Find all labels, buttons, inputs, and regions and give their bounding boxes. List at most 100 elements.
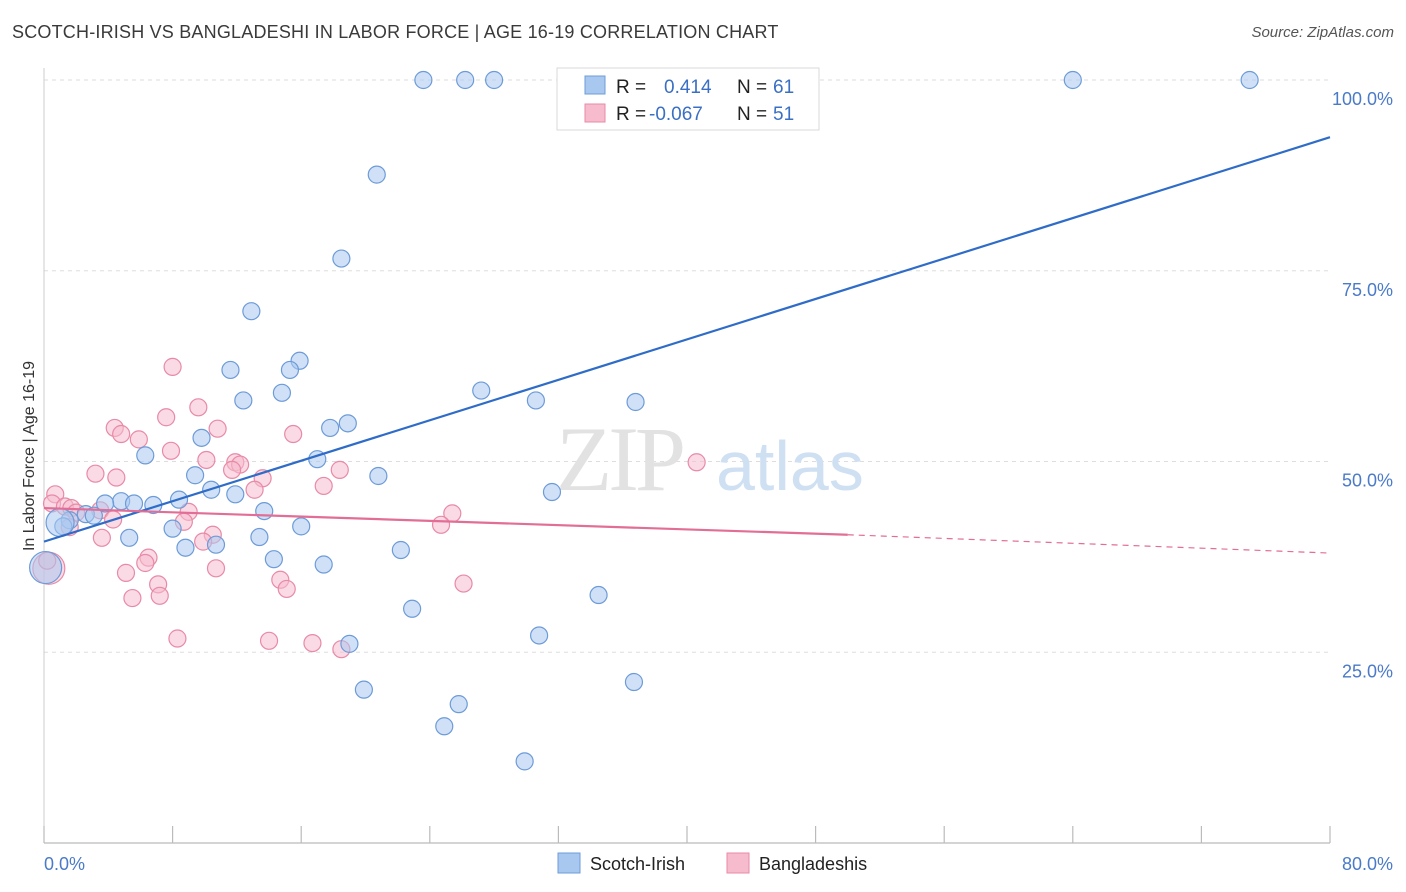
scotch-irish-point: [163, 519, 182, 538]
scotch-irish-point: [367, 165, 386, 184]
legend-r-label-1: R =: [616, 77, 646, 98]
scotch-irish-point: [280, 360, 300, 380]
scotch-irish-point: [391, 540, 410, 560]
bottom-legend-bangladeshi: Bangladeshis: [759, 854, 867, 874]
scotch-irish-point: [221, 360, 240, 380]
bangladeshi-point: [208, 419, 227, 438]
bangladeshi-point: [245, 480, 264, 499]
chart-title: SCOTCH-IRISH VS BANGLADESHI IN LABOR FOR…: [12, 22, 779, 42]
bangladeshi-point: [168, 629, 187, 648]
scotch-irish-point: [321, 418, 340, 438]
series-legend: Scotch-Irish Bangladeshis: [557, 852, 867, 874]
bangladeshi-point: [314, 476, 333, 496]
scotch-irish-point: [526, 391, 545, 410]
y-tick-label-100: 100.0%: [1332, 89, 1393, 109]
bottom-legend-scotch-irish: Scotch-Irish: [590, 854, 685, 874]
scotch-irish-point: [403, 599, 422, 618]
bangladeshi-point: [206, 559, 226, 578]
scotch-irish-point: [435, 717, 454, 736]
scotch-irish-point: [206, 535, 226, 554]
y-tick-label-50: 50.0%: [1342, 471, 1393, 491]
scotch-irish-trend-line: [43, 136, 1331, 543]
watermark-atlas: atlas: [716, 427, 864, 505]
bangladeshi-point: [112, 424, 131, 444]
bottom-swatch-bangladeshi: [726, 852, 750, 874]
legend-n-label-1: N =: [737, 77, 767, 98]
bangladeshi-point: [189, 398, 208, 417]
x-axis-ticks: [43, 826, 1331, 843]
scotch-irish-point: [250, 527, 269, 547]
scotch-irish-points: [29, 70, 1259, 771]
bangladeshi-point: [259, 631, 279, 650]
scotch-irish-point: [292, 517, 311, 536]
scotch-irish-point: [226, 485, 245, 504]
scotch-irish-point: [234, 391, 253, 410]
bangladeshi-point: [157, 408, 176, 427]
bangladeshi-point: [107, 468, 126, 487]
scotch-irish-point: [414, 70, 433, 90]
scotch-irish-point: [176, 538, 195, 557]
scotch-irish-point: [272, 383, 292, 402]
bangladeshi-point: [150, 586, 169, 605]
legend-r-value-2: -0.067: [649, 104, 703, 125]
scotch-irish-point: [255, 501, 274, 521]
bangladeshi-point: [284, 424, 303, 444]
bangladeshi-point: [129, 430, 148, 449]
bangladeshi-point: [687, 453, 706, 472]
scotch-irish-point: [84, 506, 103, 525]
bangladeshi-point: [454, 574, 473, 593]
bangladeshi-point: [136, 553, 155, 573]
legend-r-value-1: 0.414: [664, 77, 712, 98]
scotch-irish-point: [120, 528, 139, 547]
y-axis-label: In Labor Force | Age 16-19: [21, 361, 38, 551]
scotch-irish-point: [626, 392, 645, 412]
bangladeshi-point: [161, 441, 181, 460]
scotch-irish-point: [186, 466, 205, 485]
source-label: Source: ZipAtlas.com: [1251, 24, 1394, 41]
stats-legend: R = 0.414 N = 61 R = -0.067 N = 51: [556, 67, 820, 131]
bangladeshi-point: [116, 563, 136, 582]
scotch-irish-point: [472, 381, 491, 400]
bottom-swatch-scotch-irish: [557, 852, 581, 874]
x-tick-label-max: 80.0%: [1342, 854, 1393, 874]
scotch-irish-point: [338, 414, 357, 433]
legend-n-label-2: N =: [737, 104, 767, 125]
bangladeshi-point: [431, 515, 451, 534]
scotch-irish-point: [542, 482, 562, 502]
scotch-irish-point: [314, 555, 333, 574]
scotch-irish-point: [456, 70, 475, 90]
scotch-irish-point: [192, 428, 211, 447]
bangladeshi-point: [330, 460, 349, 479]
scotch-irish-point: [485, 70, 504, 90]
scotch-irish-point: [264, 550, 283, 569]
bangladeshi-trend-line-extrapolated: [847, 534, 1331, 554]
bangladeshi-point: [197, 450, 216, 470]
scotch-irish-point: [242, 302, 261, 321]
bangladeshi-point: [277, 579, 296, 599]
y-tick-label-25: 25.0%: [1342, 661, 1393, 681]
bangladeshi-point: [92, 528, 111, 547]
legend-swatch-bangladeshi: [584, 103, 606, 123]
scotch-irish-point: [530, 626, 549, 645]
scotch-irish-point: [1063, 70, 1082, 90]
x-tick-label-min: 0.0%: [44, 854, 85, 874]
scotch-irish-point: [124, 494, 144, 513]
scotch-irish-point: [354, 680, 373, 699]
scotch-irish-point: [515, 752, 534, 771]
bangladeshi-point: [303, 633, 322, 653]
scotch-irish-point: [29, 550, 63, 585]
scotch-irish-point: [340, 634, 359, 653]
scotch-irish-point: [589, 585, 608, 605]
scotch-irish-point: [136, 446, 155, 465]
legend-n-value-2: 51: [773, 104, 794, 125]
y-tick-label-75: 75.0%: [1342, 280, 1393, 300]
scotch-irish-point: [95, 494, 115, 513]
bangladeshi-point: [163, 357, 182, 376]
scotch-irish-point: [332, 249, 351, 268]
scotch-irish-point: [449, 695, 468, 714]
scotch-irish-point: [1240, 70, 1259, 90]
bangladeshi-point: [86, 464, 105, 483]
bangladeshi-trend-line: [43, 506, 848, 536]
watermark-zip: ZIP: [556, 408, 683, 510]
legend-r-label-2: R =: [616, 104, 646, 125]
